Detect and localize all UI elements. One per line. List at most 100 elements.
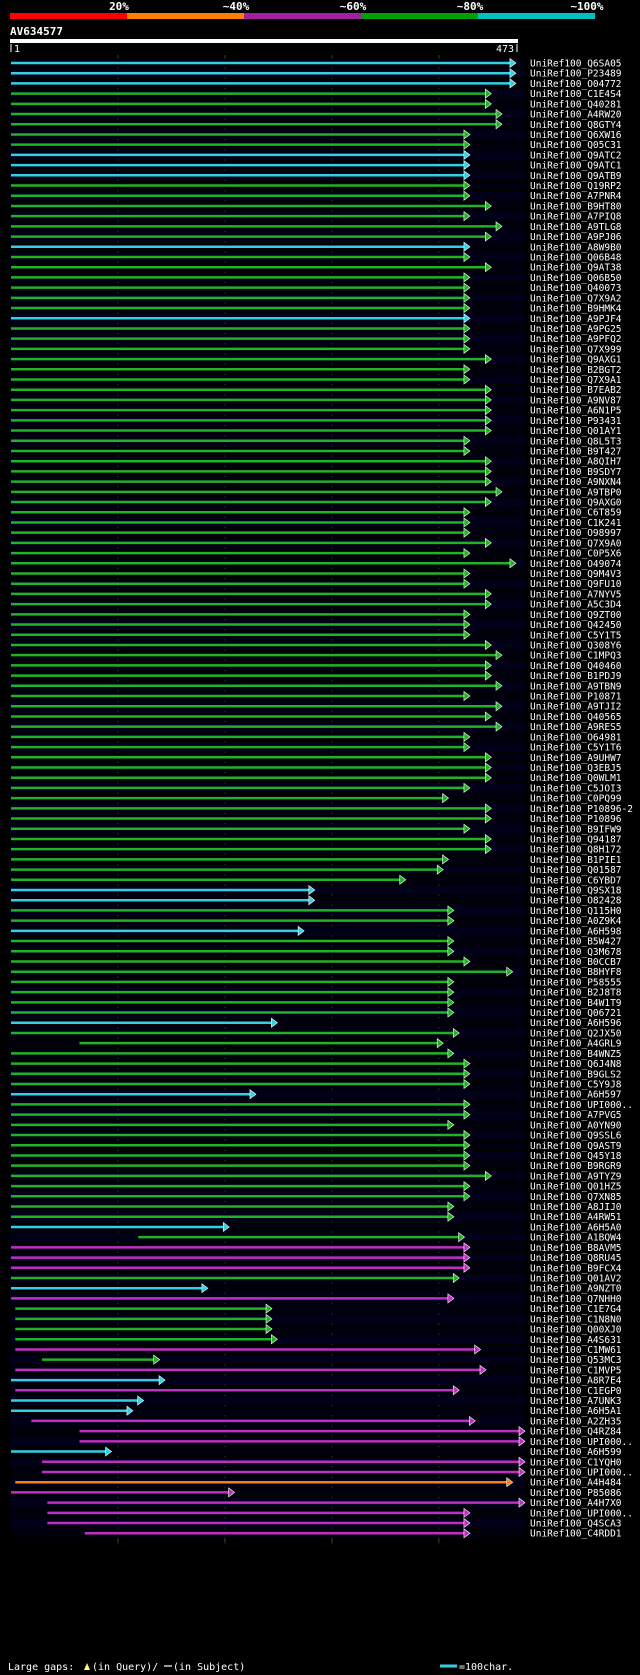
hit-row[interactable]: UniRef100_Q00XJ0: [10, 1323, 622, 1336]
hit-label[interactable]: UniRef100_B7EAB2: [530, 385, 622, 396]
hit-row[interactable]: UniRef100_C1MPQ3: [10, 650, 622, 662]
hit-label[interactable]: UniRef100_A0YN90: [530, 1120, 622, 1131]
hit-label[interactable]: UniRef100_B9T427: [530, 446, 622, 457]
hit-row[interactable]: UniRef100_A5C3D4: [10, 599, 622, 611]
hit-row[interactable]: UniRef100_Q7XN85: [10, 1191, 622, 1203]
hit-row[interactable]: UniRef100_A9PFQ2: [10, 333, 622, 345]
hit-label[interactable]: UniRef100_A7PNR4: [530, 191, 622, 202]
hit-label[interactable]: UniRef100_B9FCX4: [530, 1263, 622, 1274]
hit-row[interactable]: UniRef100_B9T427: [10, 445, 622, 457]
hit-label[interactable]: UniRef100_A9UHW7: [530, 753, 622, 764]
hit-label[interactable]: UniRef100_Q53MC3: [530, 1355, 622, 1366]
hit-row[interactable]: UniRef100_C5Y1T5: [10, 629, 622, 641]
hit-row[interactable]: UniRef100_P10896: [10, 813, 622, 825]
hit-label[interactable]: UniRef100_P10871: [530, 692, 622, 703]
hit-label[interactable]: UniRef100_Q3M678: [530, 947, 622, 958]
hit-row[interactable]: UniRef100_A8W9B0: [10, 241, 622, 253]
hit-row[interactable]: UniRef100_C1K241: [10, 517, 622, 529]
hit-row[interactable]: UniRef100_Q0WLM1: [10, 772, 622, 784]
hit-row[interactable]: UniRef100_Q9ATC1: [10, 160, 622, 172]
hit-row[interactable]: UniRef100_B9IFW9: [10, 823, 622, 835]
hit-row[interactable]: UniRef100_A1BQW4: [10, 1232, 622, 1244]
hit-label[interactable]: UniRef100_Q4SCA3: [530, 1519, 622, 1530]
hit-label[interactable]: UniRef100_Q06721: [530, 1008, 622, 1019]
hit-row[interactable]: UniRef100_Q4SCA3: [10, 1517, 622, 1530]
hit-label[interactable]: UniRef100_Q8L5T3: [530, 436, 622, 447]
hit-label[interactable]: UniRef100_Q308Y6: [530, 640, 622, 651]
hit-label[interactable]: UniRef100_B1PIE1: [530, 855, 622, 866]
hit-row[interactable]: UniRef100_Q6XW16: [10, 129, 622, 141]
hit-row[interactable]: UniRef100_Q45Y18: [10, 1150, 622, 1162]
hit-label[interactable]: UniRef100_Q9M4V3: [530, 569, 622, 580]
hit-label[interactable]: UniRef100_Q40460: [530, 661, 622, 672]
hit-label[interactable]: UniRef100_C5JOI3: [530, 783, 622, 794]
hit-label[interactable]: UniRef100_Q42450: [530, 620, 622, 631]
hit-row[interactable]: UniRef100_A9TYZ9: [10, 1170, 622, 1182]
hit-label[interactable]: UniRef100_UPI000..: [530, 1508, 633, 1519]
hit-label[interactable]: UniRef100_B0CCB7: [530, 957, 622, 968]
hit-row[interactable]: UniRef100_Q7NHH0: [10, 1293, 622, 1305]
hit-label[interactable]: UniRef100_A7PVG5: [530, 1110, 622, 1121]
hit-label[interactable]: UniRef100_P58555: [530, 977, 622, 988]
hit-row[interactable]: UniRef100_A4S631: [10, 1334, 622, 1346]
hit-label[interactable]: UniRef100_B9GLS2: [530, 1069, 622, 1080]
hit-label[interactable]: UniRef100_C1N8N0: [530, 1314, 622, 1325]
hit-row[interactable]: UniRef100_Q9ATC2: [10, 149, 622, 161]
hit-row[interactable]: UniRef100_Q40073: [10, 282, 622, 294]
hit-label[interactable]: UniRef100_Q115H0: [530, 906, 622, 917]
hit-label[interactable]: UniRef100_Q00XJ0: [530, 1325, 622, 1336]
hit-label[interactable]: UniRef100_Q4RZ84: [530, 1427, 622, 1438]
hit-label[interactable]: UniRef100_A8R7E4: [530, 1376, 622, 1387]
hit-row[interactable]: UniRef100_Q01AY1: [10, 425, 622, 437]
hit-label[interactable]: UniRef100_Q6J4N8: [530, 1059, 622, 1070]
hit-row[interactable]: UniRef100_A6H596: [10, 1017, 622, 1029]
hit-row[interactable]: UniRef100_C1EGP0: [10, 1385, 622, 1397]
hit-row[interactable]: UniRef100_B1PIE1: [10, 854, 622, 866]
hit-label[interactable]: UniRef100_A4H7X0: [530, 1498, 622, 1509]
hit-label[interactable]: UniRef100_B9HT80: [530, 201, 622, 212]
hit-label[interactable]: UniRef100_C5Y9J8: [530, 1080, 622, 1091]
hit-label[interactable]: UniRef100_A6N1P5: [530, 406, 622, 417]
hit-label[interactable]: UniRef100_UPI000..: [530, 1100, 633, 1111]
hit-label[interactable]: UniRef100_C0PQ99: [530, 794, 622, 805]
hit-label[interactable]: UniRef100_A8W9B0: [530, 242, 622, 253]
hit-row[interactable]: UniRef100_A9PJ06: [10, 231, 622, 243]
hit-label[interactable]: UniRef100_Q9ZT00: [530, 610, 622, 621]
hit-row[interactable]: UniRef100_A9TBN9: [10, 680, 622, 692]
hit-row[interactable]: UniRef100_O49074: [10, 558, 622, 570]
hit-row[interactable]: UniRef100_C5JOI3: [10, 782, 622, 794]
hit-label[interactable]: UniRef100_P93431: [530, 416, 622, 427]
hit-row[interactable]: UniRef100_A9NZT0: [10, 1283, 622, 1295]
hit-row[interactable]: UniRef100_A8QIH7: [10, 456, 622, 468]
hit-label[interactable]: UniRef100_Q6SA05: [530, 59, 622, 70]
hit-row[interactable]: UniRef100_B9GLS2: [10, 1068, 622, 1080]
hit-label[interactable]: UniRef100_A9PJF4: [530, 314, 622, 325]
hit-row[interactable]: UniRef100_Q9AXG1: [10, 353, 622, 366]
hit-label[interactable]: UniRef100_Q40281: [530, 99, 622, 110]
hit-label[interactable]: UniRef100_A9NXN4: [530, 477, 622, 488]
hit-label[interactable]: UniRef100_C1MVP5: [530, 1365, 622, 1376]
hit-label[interactable]: UniRef100_O64981: [530, 732, 622, 743]
hit-label[interactable]: UniRef100_C1K241: [530, 518, 622, 529]
hit-label[interactable]: UniRef100_Q8RU45: [530, 1253, 622, 1264]
hit-label[interactable]: UniRef100_Q7X999: [530, 344, 622, 355]
hit-row[interactable]: UniRef100_A8JIJ0: [10, 1201, 622, 1213]
hit-label[interactable]: UniRef100_Q05C31: [530, 140, 622, 151]
hit-label[interactable]: UniRef100_A6H5A1: [530, 1406, 622, 1417]
hit-row[interactable]: UniRef100_B4W1T9: [10, 997, 622, 1009]
hit-row[interactable]: UniRef100_Q9ATB9: [10, 170, 622, 182]
hit-row[interactable]: UniRef100_Q94187: [10, 833, 622, 845]
hit-label[interactable]: UniRef100_Q40565: [530, 712, 622, 723]
hit-label[interactable]: UniRef100_Q06B50: [530, 273, 622, 284]
hit-row[interactable]: UniRef100_A9PJF4: [10, 313, 622, 325]
hit-row[interactable]: UniRef100_A9NV87: [10, 394, 622, 406]
hit-row[interactable]: UniRef100_A9RES5: [10, 721, 622, 733]
hit-row[interactable]: UniRef100_A9TLG8: [10, 221, 622, 233]
hit-row[interactable]: UniRef100_B0CCB7: [10, 956, 622, 968]
hit-row[interactable]: UniRef100_Q115H0: [10, 905, 622, 917]
hit-label[interactable]: UniRef100_A5C3D4: [530, 600, 622, 611]
hit-row[interactable]: UniRef100_Q8L5T3: [10, 435, 622, 447]
hit-row[interactable]: UniRef100_A9PG25: [10, 323, 622, 335]
hit-row[interactable]: UniRef100_Q9SSL6: [10, 1129, 622, 1142]
hit-label[interactable]: UniRef100_B9RGR9: [530, 1161, 622, 1172]
